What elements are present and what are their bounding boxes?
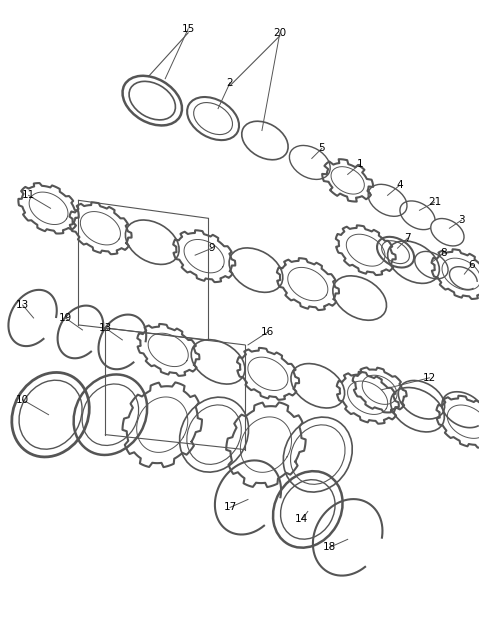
Text: 11: 11: [22, 191, 35, 201]
Text: 10: 10: [16, 395, 29, 405]
Text: 1: 1: [356, 159, 363, 169]
Text: 13: 13: [99, 323, 112, 333]
Text: 15: 15: [181, 24, 195, 34]
Text: 8: 8: [440, 248, 447, 258]
Text: 20: 20: [273, 28, 287, 38]
Text: 12: 12: [423, 372, 436, 382]
Text: 14: 14: [295, 514, 309, 524]
Text: 16: 16: [261, 327, 275, 337]
Text: 4: 4: [396, 181, 403, 191]
Text: 5: 5: [318, 144, 325, 154]
Text: 3: 3: [458, 215, 465, 225]
Text: 17: 17: [223, 503, 237, 512]
Text: 19: 19: [59, 313, 72, 323]
Text: 6: 6: [468, 260, 475, 270]
Text: 18: 18: [323, 542, 336, 552]
Text: 7: 7: [404, 233, 411, 243]
Text: 9: 9: [209, 243, 216, 253]
Text: 13: 13: [16, 300, 29, 310]
Text: 2: 2: [227, 78, 233, 88]
Text: 21: 21: [428, 198, 441, 208]
